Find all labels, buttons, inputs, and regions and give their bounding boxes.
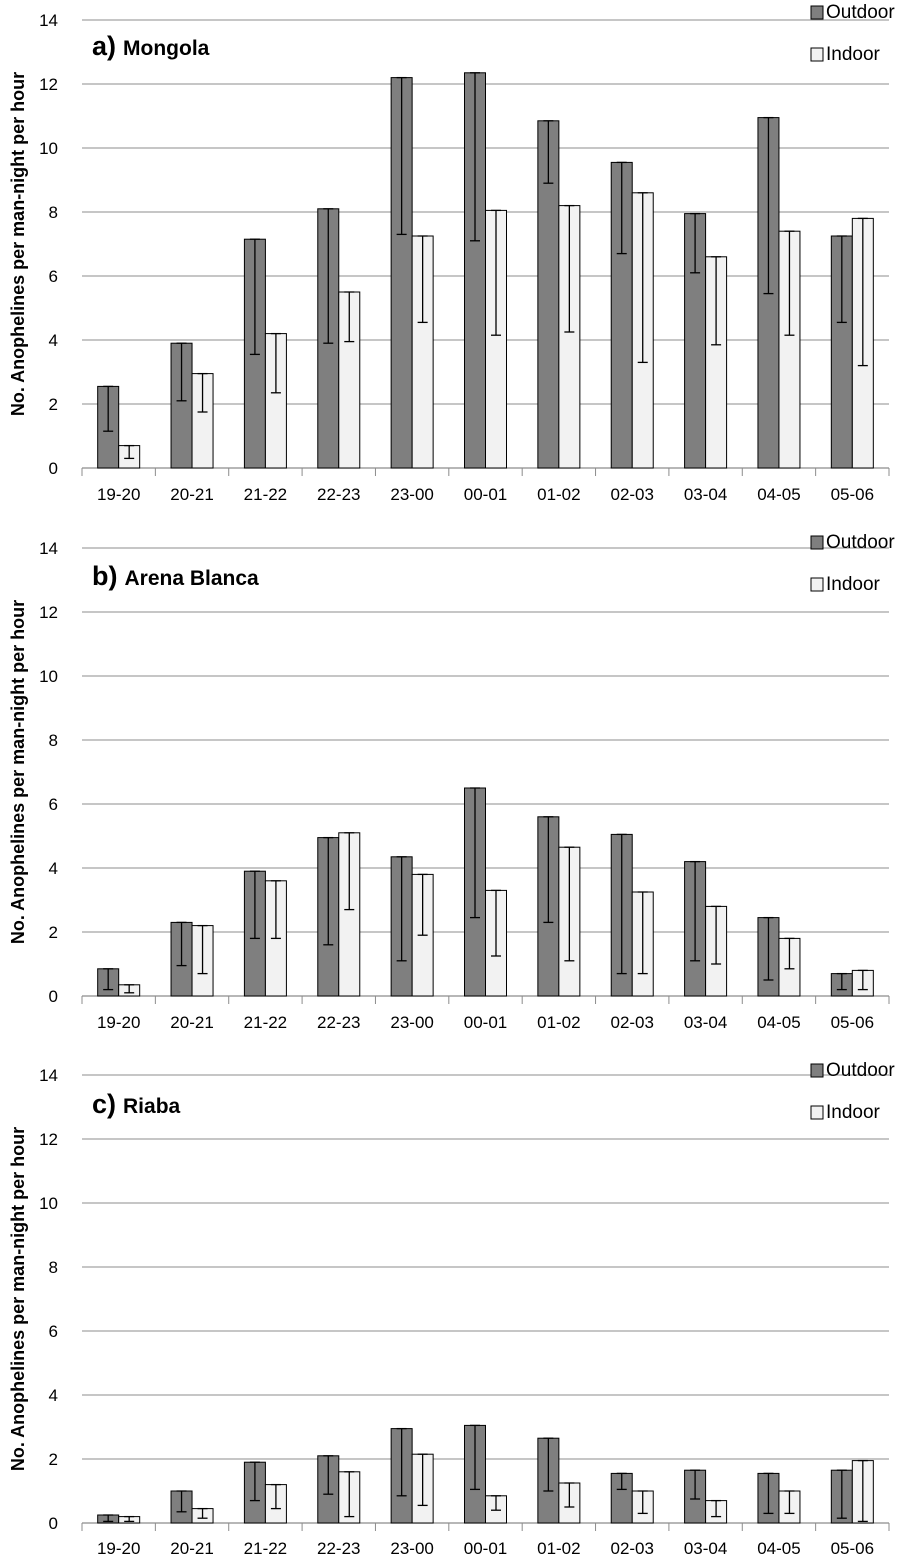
x-tick-label: 03-04 (684, 1539, 727, 1558)
x-tick-label: 23-00 (390, 1539, 433, 1558)
y-tick-label: 6 (49, 795, 58, 814)
y-tick-label: 10 (39, 1194, 58, 1213)
chart-a: 0 2 4 6 8 10 12 14 19-20 20-21 21-22 22-23 23-00 00-0… (8, 2, 895, 504)
outdoor-legend-label: Outdoor (826, 2, 895, 23)
x-tick-label: 02-03 (610, 1539, 653, 1558)
indoor-legend-label: Indoor (826, 574, 881, 595)
y-tick-label: 6 (49, 267, 58, 286)
x-tick-label: 21-22 (244, 485, 287, 504)
x-tick-label: 01-02 (537, 1013, 580, 1032)
y-axis-label: No. Anophelines per man-night per hour (8, 600, 28, 944)
x-tick-label: 20-21 (170, 1539, 213, 1558)
chart-title-name: Arena Blanca (124, 567, 259, 590)
chart-title-name: Mongola (123, 37, 210, 60)
x-tick-label: 00-01 (464, 485, 507, 504)
y-tick-label: 10 (39, 139, 58, 158)
x-tick-label: 03-04 (684, 1013, 727, 1032)
y-axis-label: No. Anophelines per man-night per hour (8, 1127, 28, 1471)
x-tick-label: 02-03 (610, 485, 653, 504)
x-tick-label: 04-05 (757, 1013, 800, 1032)
x-tick-label: 21-22 (244, 1013, 287, 1032)
x-tick-label: 05-06 (831, 1539, 874, 1558)
outdoor-legend-label: Outdoor (826, 1060, 895, 1081)
chart-b: 0 2 4 6 8 10 12 14 19-20 20-21 21-22 22-23 23-00 00-0… (8, 532, 895, 1032)
y-tick-label: 2 (49, 923, 58, 942)
y-tick-label: 2 (49, 395, 58, 414)
x-tick-label: 23-00 (390, 485, 433, 504)
x-tick-label: 22-23 (317, 485, 360, 504)
chart-title: a) Mongola (92, 31, 210, 61)
y-tick-label: 14 (39, 11, 58, 30)
x-tick-label: 19-20 (97, 1539, 140, 1558)
indoor-legend-label: Indoor (826, 1102, 881, 1123)
y-tick-label: 12 (39, 1130, 58, 1149)
y-tick-label: 12 (39, 75, 58, 94)
x-tick-label: 20-21 (170, 1013, 213, 1032)
indoor-legend-swatch (810, 47, 824, 62)
outdoor-legend-swatch (810, 535, 824, 550)
x-tick-label: 22-23 (317, 1013, 360, 1032)
y-tick-label: 4 (49, 859, 58, 878)
chart-title-prefix: a) (92, 31, 116, 61)
y-tick-label: 2 (49, 1450, 58, 1469)
y-tick-label: 8 (49, 731, 58, 750)
chart-title-prefix: c) (92, 1089, 116, 1119)
x-tick-label: 00-01 (464, 1013, 507, 1032)
y-tick-label: 10 (39, 667, 58, 686)
y-tick-label: 4 (49, 331, 58, 350)
outdoor-legend-swatch (810, 5, 824, 20)
x-tick-label: 23-00 (390, 1013, 433, 1032)
chart-panel-c: 0 2 4 6 8 10 12 14 19-20 20-21 21-22 22-23 23-00 00-0… (0, 1058, 908, 1559)
x-tick-label: 01-02 (537, 485, 580, 504)
y-tick-label: 6 (49, 1322, 58, 1341)
y-tick-label: 0 (49, 987, 58, 1006)
chart-panel-a: 0 2 4 6 8 10 12 14 19-20 20-21 21-22 22-23 23-00 00-0… (0, 0, 908, 513)
x-tick-label: 21-22 (244, 1539, 287, 1558)
outdoor-legend-swatch (810, 1063, 824, 1078)
y-tick-label: 12 (39, 603, 58, 622)
x-tick-label: 01-02 (537, 1539, 580, 1558)
y-tick-label: 14 (39, 539, 58, 558)
indoor-legend-swatch (810, 577, 824, 592)
x-tick-label: 04-05 (757, 1539, 800, 1558)
x-tick-label: 22-23 (317, 1539, 360, 1558)
x-tick-label: 04-05 (757, 485, 800, 504)
y-tick-label: 8 (49, 203, 58, 222)
y-tick-label: 0 (49, 1514, 58, 1533)
chart-title: b) Arena Blanca (92, 561, 259, 591)
x-tick-label: 20-21 (170, 485, 213, 504)
indoor-legend-swatch (810, 1105, 824, 1120)
x-tick-label: 19-20 (97, 485, 140, 504)
y-tick-label: 14 (39, 1066, 58, 1085)
chart-c: 0 2 4 6 8 10 12 14 19-20 20-21 21-22 22-23 23-00 00-0… (8, 1060, 895, 1558)
outdoor-legend-label: Outdoor (826, 532, 895, 553)
x-tick-label: 03-04 (684, 485, 727, 504)
indoor-legend-label: Indoor (826, 44, 881, 65)
chart-panel-b: 0 2 4 6 8 10 12 14 19-20 20-21 21-22 22-23 23-00 00-0… (0, 530, 908, 1043)
y-tick-label: 4 (49, 1386, 58, 1405)
x-tick-label: 05-06 (831, 485, 874, 504)
chart-title-prefix: b) (92, 561, 117, 591)
x-tick-label: 19-20 (97, 1013, 140, 1032)
x-tick-label: 00-01 (464, 1539, 507, 1558)
y-axis-label: No. Anophelines per man-night per hour (8, 72, 28, 416)
y-tick-label: 8 (49, 1258, 58, 1277)
x-tick-label: 05-06 (831, 1013, 874, 1032)
y-tick-label: 0 (49, 459, 58, 478)
chart-title-name: Riaba (123, 1095, 181, 1118)
chart-title: c) Riaba (92, 1089, 181, 1119)
x-tick-label: 02-03 (610, 1013, 653, 1032)
